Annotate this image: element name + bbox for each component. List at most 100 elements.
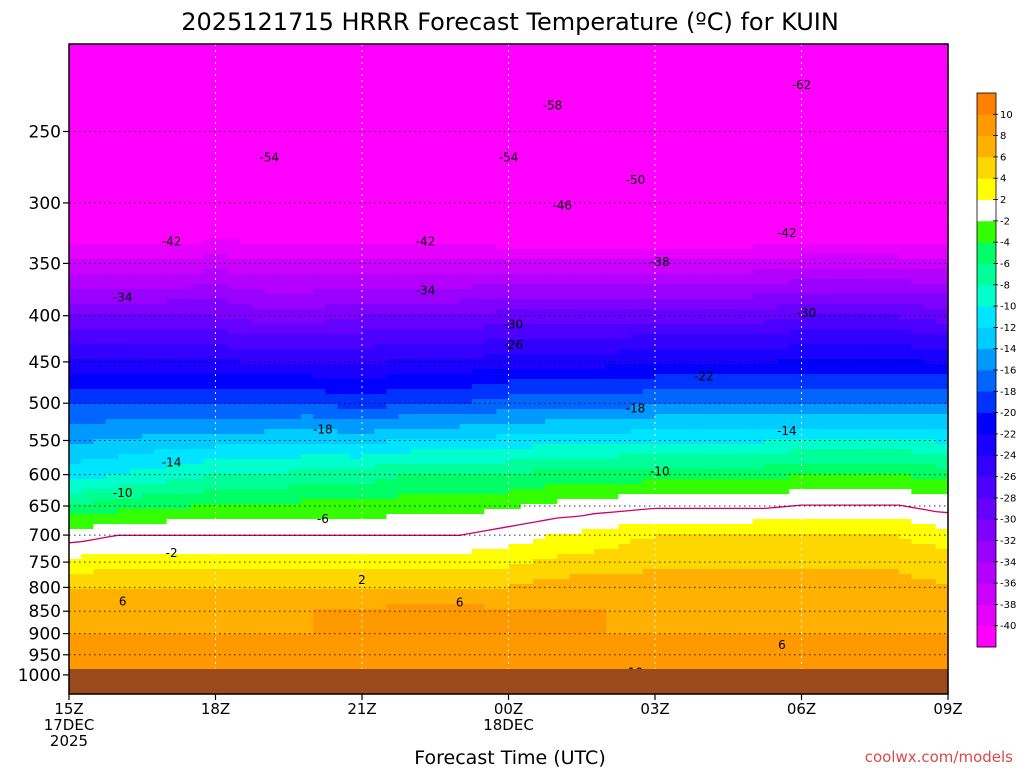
temperature-cell	[752, 269, 766, 275]
temperature-cell	[935, 194, 949, 200]
temperature-cell	[288, 54, 302, 60]
temperature-cell	[349, 154, 363, 160]
temperature-cell	[276, 214, 290, 220]
temperature-cell	[520, 294, 534, 300]
temperature-cell	[777, 239, 790, 245]
temperature-cell	[728, 339, 742, 345]
temperature-cell	[484, 159, 497, 165]
temperature-cell	[703, 184, 717, 190]
temperature-cell	[581, 254, 595, 260]
temperature-cell	[252, 234, 265, 240]
temperature-cell	[215, 319, 229, 325]
temperature-cell	[606, 209, 619, 215]
temperature-cell	[313, 269, 326, 275]
temperature-cell	[117, 199, 131, 205]
temperature-cell	[276, 209, 290, 215]
temperature-cell	[850, 194, 864, 200]
temperature-cell	[923, 314, 937, 320]
temperature-cell	[606, 229, 619, 235]
temperature-cell	[716, 84, 729, 90]
temperature-cell	[447, 379, 461, 385]
temperature-cell	[618, 234, 632, 240]
temperature-cell	[117, 99, 131, 105]
temperature-cell	[667, 59, 681, 65]
temperature-cell	[325, 169, 339, 175]
temperature-cell	[69, 269, 82, 275]
temperature-cell	[557, 209, 571, 215]
temperature-cell	[777, 144, 790, 150]
temperature-cell	[569, 124, 583, 130]
temperature-cell	[69, 89, 82, 95]
temperature-cell	[581, 284, 595, 290]
temperature-cell	[581, 334, 595, 340]
temperature-cell	[825, 184, 839, 190]
temperature-cell	[166, 79, 180, 85]
temperature-cell	[838, 369, 851, 375]
temperature-cell	[593, 54, 607, 60]
temperature-cell	[203, 299, 217, 305]
temperature-cell	[154, 134, 168, 140]
temperature-cell	[777, 109, 790, 115]
temperature-cell	[325, 89, 339, 95]
temperature-cell	[838, 304, 851, 310]
temperature-cell	[935, 184, 949, 190]
temperature-cell	[349, 139, 363, 145]
temperature-cell	[886, 259, 900, 265]
temperature-cell	[862, 114, 876, 120]
temperature-cell	[349, 114, 363, 120]
temperature-cell	[264, 104, 278, 110]
temperature-cell	[508, 259, 522, 265]
temperature-cell	[581, 204, 595, 210]
temperature-cell	[337, 334, 351, 340]
temperature-cell	[630, 69, 644, 75]
temperature-cell	[862, 279, 876, 285]
temperature-cell	[789, 59, 803, 65]
temperature-cell	[459, 279, 473, 285]
temperature-cell	[642, 69, 656, 75]
temperature-cell	[703, 169, 717, 175]
temperature-cell	[935, 364, 949, 370]
temperature-cell	[618, 109, 632, 115]
temperature-cell	[532, 139, 546, 145]
temperature-cell	[215, 129, 229, 135]
temperature-cell	[69, 224, 82, 230]
temperature-cell	[166, 284, 180, 290]
temperature-cell	[203, 314, 217, 320]
temperature-cell	[752, 199, 766, 205]
temperature-cell	[655, 334, 668, 340]
temperature-cell	[81, 274, 95, 280]
temperature-cell	[740, 344, 754, 350]
temperature-cell	[459, 204, 473, 210]
temperature-cell	[508, 64, 522, 70]
temperature-cell	[300, 279, 314, 285]
temperature-cell	[496, 179, 510, 185]
temperature-cell	[386, 209, 400, 215]
temperature-cell	[886, 139, 900, 145]
temperature-cell	[130, 219, 143, 225]
temperature-cell	[691, 54, 705, 60]
temperature-cell	[838, 114, 851, 120]
temperature-cell	[593, 44, 607, 50]
temperature-cell	[93, 369, 107, 375]
temperature-cell	[423, 189, 436, 195]
temperature-cell	[386, 204, 400, 210]
temperature-cell	[398, 194, 412, 200]
temperature-cell	[911, 254, 925, 260]
temperature-cell	[886, 204, 900, 210]
temperature-cell	[166, 54, 180, 60]
temperature-cell	[520, 64, 534, 70]
temperature-cell	[862, 44, 876, 50]
temperature-cell	[471, 179, 485, 185]
temperature-cell	[325, 44, 339, 50]
temperature-cell	[716, 49, 729, 55]
temperature-cell	[203, 259, 217, 265]
temperature-cell	[935, 249, 949, 255]
temperature-cell	[374, 269, 388, 275]
temperature-cell	[581, 109, 595, 115]
temperature-cell	[105, 229, 119, 235]
temperature-cell	[728, 134, 742, 140]
temperature-cell	[142, 179, 156, 185]
temperature-cell	[435, 109, 449, 115]
temperature-cell	[203, 349, 217, 355]
temperature-cell	[520, 119, 534, 125]
